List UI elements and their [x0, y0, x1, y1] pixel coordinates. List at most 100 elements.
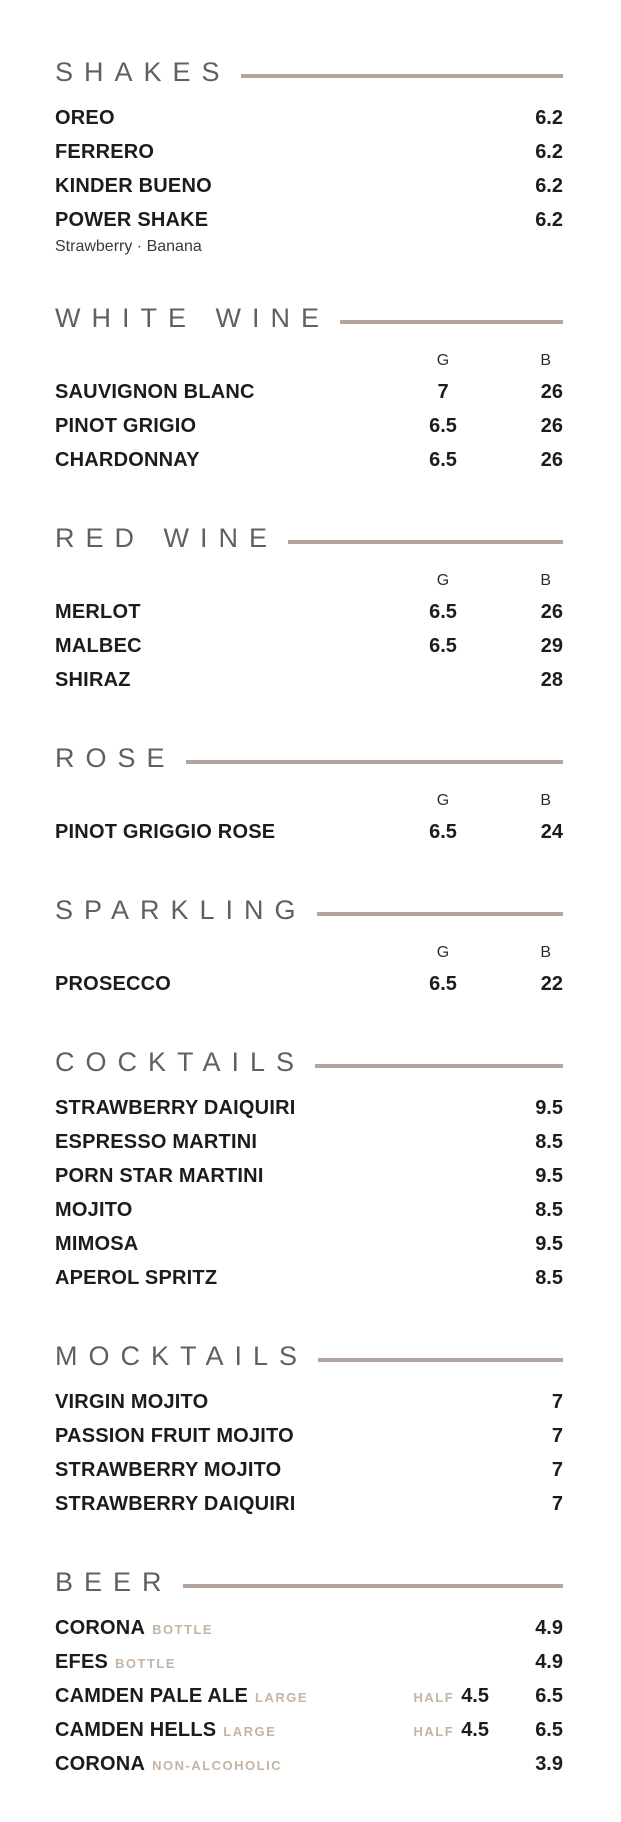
item-half-price: 4.5: [461, 1685, 489, 1707]
column-header-row: G B: [55, 788, 563, 814]
item-name: CORONA: [55, 1617, 146, 1639]
section-items: SAUVIGNON BLANC 7 26 PINOT GRIGIO 6.5 26 CHARD…: [55, 376, 563, 478]
item-name-cell: CAMDEN HELLS LARGE: [55, 1714, 383, 1748]
section-header: SHAKES: [55, 56, 563, 88]
section-rule: [318, 1358, 563, 1362]
item-name: KINDER BUENO: [55, 175, 212, 197]
menu-item-row: PINOT GRIGIO 6.5 26: [55, 410, 563, 444]
menu-item-row: EFES BOTTLE 4.9: [55, 1646, 563, 1680]
item-bottle-price: 26: [540, 601, 563, 623]
menu-item-row: APEROL SPRITZ 8.5: [55, 1262, 563, 1296]
item-name: STRAWBERRY MOJITO: [55, 1459, 282, 1481]
item-price: 8.5: [535, 1131, 563, 1153]
half-label: HALF: [413, 1724, 455, 1739]
item-name-cell: VIRGIN MOJITO: [55, 1386, 383, 1420]
item-name-cell: MERLOT: [55, 596, 383, 630]
item-price: 6.2: [535, 141, 563, 163]
menu-item-row: PASSION FRUIT MOJITO 7: [55, 1420, 563, 1454]
section-items: PINOT GRIGGIO ROSE 6.5 24: [55, 816, 563, 850]
item-name-cell: KINDER BUENO: [55, 170, 383, 204]
item-name: MIMOSA: [55, 1233, 139, 1255]
item-name: SAUVIGNON BLANC: [55, 381, 255, 403]
item-price: 9.5: [535, 1097, 563, 1119]
item-glass-price: 6.5: [429, 601, 457, 623]
item-glass-price: 6.5: [429, 449, 457, 471]
item-bottle-price: 28: [540, 669, 563, 691]
section-title: RED WINE: [55, 523, 278, 553]
item-name-cell: PROSECCO: [55, 968, 383, 1002]
item-name-cell: OREO: [55, 102, 383, 136]
item-name: APEROL SPRITZ: [55, 1267, 218, 1289]
item-price: 6.2: [535, 107, 563, 129]
item-name-cell: STRAWBERRY DAIQUIRI: [55, 1488, 383, 1522]
item-name: SHIRAZ: [55, 669, 131, 691]
menu-item-row: ESPRESSO MARTINI 8.5: [55, 1126, 563, 1160]
item-name: POWER SHAKE: [55, 209, 209, 231]
section-title: MOCKTAILS: [55, 1341, 309, 1371]
item-price: 6.5: [535, 1719, 563, 1741]
item-name-cell: POWER SHAKE: [55, 204, 383, 238]
section-items: CORONA BOTTLE 4.9 EFES BOTTLE 4.9 CAMDEN PALE …: [55, 1612, 563, 1782]
menu-item-row: MOJITO 8.5: [55, 1194, 563, 1228]
item-name-cell: STRAWBERRY MOJITO: [55, 1454, 383, 1488]
menu-section: SPARKLING G B PROSECCO 6.5 22: [55, 894, 563, 1002]
item-glass-price: 7: [437, 381, 449, 403]
section-title: ROSE: [55, 743, 176, 773]
item-size-tag: LARGE: [255, 1690, 308, 1705]
section-rule: [316, 912, 563, 916]
column-header-glass: G: [436, 944, 450, 961]
column-header-bottle: B: [540, 944, 551, 961]
item-bottle-price: 26: [540, 381, 563, 403]
menu-item-row: STRAWBERRY MOJITO 7: [55, 1454, 563, 1488]
item-name-cell: CORONA NON-ALCOHOLIC: [55, 1748, 383, 1782]
section-items: OREO 6.2 FERRERO 6.2 KINDER BUENO 6.2 POWER SH…: [55, 102, 563, 258]
item-name-cell: CHARDONNAY: [55, 444, 383, 478]
section-header: COCKTAILS: [55, 1046, 563, 1078]
item-price: 7: [551, 1459, 563, 1481]
section-header: BEER: [55, 1566, 563, 1598]
item-name-cell: SAUVIGNON BLANC: [55, 376, 383, 410]
item-name-cell: PINOT GRIGIO: [55, 410, 383, 444]
section-header: SPARKLING: [55, 894, 563, 926]
section-header: MOCKTAILS: [55, 1340, 563, 1372]
menu-item-row: POWER SHAKE 6.2: [55, 204, 563, 238]
menu-item-row: CORONA BOTTLE 4.9: [55, 1612, 563, 1646]
column-header-spacer: [55, 568, 383, 594]
item-name: PINOT GRIGIO: [55, 415, 197, 437]
item-price: 8.5: [535, 1267, 563, 1289]
column-header-spacer: [55, 348, 383, 374]
section-rule: [240, 74, 563, 78]
item-size-tag: BOTTLE: [152, 1622, 214, 1637]
menu-section: SHAKES OREO 6.2 FERRERO 6.2 KINDER BUENO 6.2 P…: [55, 56, 563, 258]
item-name-cell: STRAWBERRY DAIQUIRI: [55, 1092, 383, 1126]
item-name: ESPRESSO MARTINI: [55, 1131, 258, 1153]
item-name-cell: MOJITO: [55, 1194, 383, 1228]
item-glass-price: 6.5: [429, 821, 457, 843]
column-header-bottle: B: [540, 572, 551, 589]
item-bottle-price: 29: [540, 635, 563, 657]
item-name: VIRGIN MOJITO: [55, 1391, 209, 1413]
section-items: PROSECCO 6.5 22: [55, 968, 563, 1002]
item-name: MERLOT: [55, 601, 141, 623]
item-price: 4.9: [535, 1617, 563, 1639]
section-rule: [339, 320, 563, 324]
item-name-cell: ESPRESSO MARTINI: [55, 1126, 383, 1160]
item-price: 9.5: [535, 1233, 563, 1255]
item-price: 3.9: [535, 1753, 563, 1775]
item-name-cell: MALBEC: [55, 630, 383, 664]
menu-item-row: CORONA NON-ALCOHOLIC 3.9: [55, 1748, 563, 1782]
item-glass-price: 6.5: [429, 973, 457, 995]
menu-item-row: KINDER BUENO 6.2: [55, 170, 563, 204]
item-half-cell: HALF 4.5: [383, 1680, 503, 1714]
item-glass-price: 6.5: [429, 415, 457, 437]
menu-section: COCKTAILS STRAWBERRY DAIQUIRI 9.5 ESPRESSO…: [55, 1046, 563, 1296]
half-label: HALF: [413, 1690, 455, 1705]
item-name-cell: MIMOSA: [55, 1228, 383, 1262]
item-name: PASSION FRUIT MOJITO: [55, 1425, 294, 1447]
column-header-glass: G: [436, 792, 450, 809]
menu-item-row: PROSECCO 6.5 22: [55, 968, 563, 1002]
column-header-row: G B: [55, 348, 563, 374]
item-name: PORN STAR MARTINI: [55, 1165, 264, 1187]
item-price: 7: [551, 1493, 563, 1515]
menu-section: BEER CORONA BOTTLE 4.9 EFES BOTTLE 4.9 CAMDEN …: [55, 1566, 563, 1782]
